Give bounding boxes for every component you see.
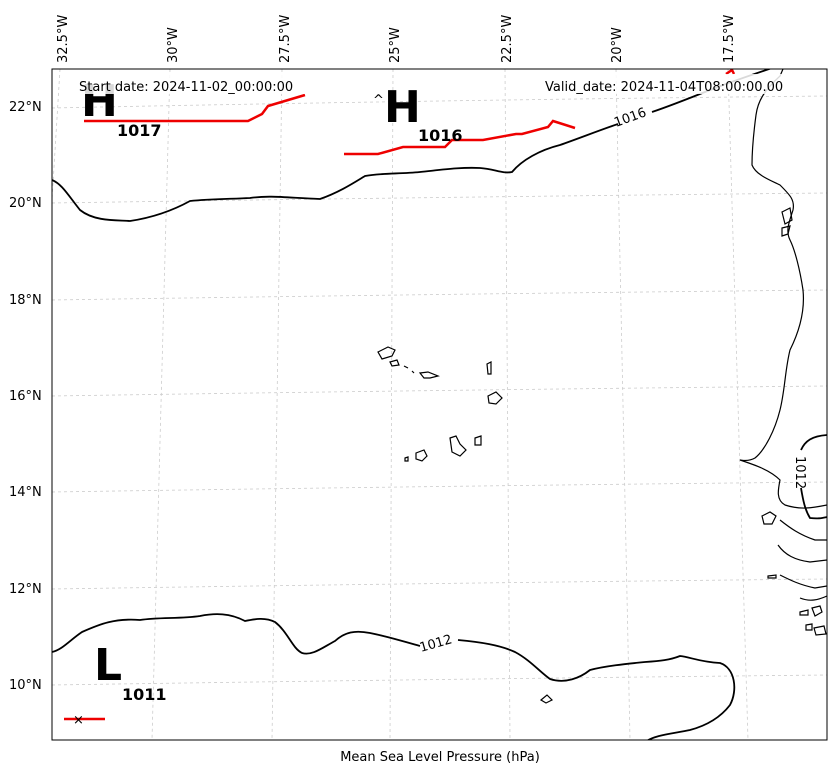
isobar-label-south: 1012	[418, 632, 454, 656]
cape-verde-sao-nicolau	[418, 371, 440, 379]
high-letter: H	[384, 82, 421, 133]
lat-label: 16°N	[9, 389, 42, 404]
high-pressure-center-west: H 1017	[81, 76, 162, 140]
cape-verde-brava	[404, 456, 409, 462]
start-date-box	[70, 74, 315, 94]
cape-verde-fogo	[415, 449, 428, 462]
start-date-label: Start date: 2024-11-02_00:00:00	[79, 80, 293, 95]
isobar-south	[52, 613, 421, 655]
cape-verde-maio	[474, 435, 482, 446]
graticule	[52, 69, 827, 740]
longitude-labels: 32.5°W 30°W 27.5°W 25°W 22.5°W 20°W 17.5…	[56, 15, 737, 63]
cape-verde-sao-vicente	[389, 359, 400, 367]
bijagos-islands	[767, 574, 827, 636]
isobar-north	[52, 123, 619, 222]
cape-verde-sal	[486, 361, 492, 375]
senegal-coast	[777, 519, 827, 601]
pressure-value: 1016	[418, 126, 463, 145]
low-letter: L	[94, 640, 122, 691]
lon-label: 25°W	[388, 27, 403, 63]
cape-verde-santa-luzia	[403, 365, 415, 374]
high-center-marker: ^	[373, 93, 384, 108]
latitude-labels: 22°N 20°N 18°N 16°N 14°N 12°N 10°N	[9, 100, 42, 693]
lon-label: 20°W	[610, 27, 625, 63]
front-line-west	[84, 93, 306, 123]
isobar-east	[800, 434, 827, 451]
isobar-south-east	[457, 639, 736, 740]
lon-label: 30°W	[166, 27, 181, 63]
lat-label: 18°N	[9, 293, 42, 308]
gambia-island	[761, 511, 777, 525]
isobar-label-north: 1016	[612, 105, 648, 130]
isobar-label-east: 1012	[792, 456, 807, 489]
isobar-east-lower	[800, 487, 827, 520]
cape-verde-santo-antao	[377, 346, 396, 360]
low-center-x-marker: ×	[73, 713, 84, 728]
high-pressure-center-central: ^ H 1016	[373, 82, 463, 145]
low-pressure-center: L 1011 ×	[64, 640, 167, 728]
map-caption: Mean Sea Level Pressure (hPa)	[340, 750, 540, 765]
map-area	[52, 69, 827, 740]
lon-label: 22.5°W	[500, 15, 515, 63]
pressure-value: 1011	[122, 685, 167, 704]
valid-date-label: Valid_date: 2024-11-04T08:00:00.00	[545, 80, 783, 95]
cape-verde-santiago	[449, 435, 467, 457]
lon-label: 27.5°W	[278, 15, 293, 63]
lat-label: 10°N	[9, 678, 42, 693]
small-islet	[539, 694, 554, 704]
lat-label: 14°N	[9, 485, 42, 500]
west-africa-coastline	[739, 69, 827, 509]
front-line-center	[344, 119, 576, 156]
pressure-value: 1017	[117, 121, 162, 140]
front-line-northeast	[725, 69, 736, 76]
lat-label: 12°N	[9, 582, 42, 597]
cape-verde-boa-vista	[487, 391, 503, 405]
lon-label: 32.5°W	[56, 15, 71, 63]
map-frame	[51, 68, 828, 741]
lat-label: 22°N	[9, 100, 42, 115]
lon-label: 17.5°W	[722, 15, 737, 63]
valid-date-box	[538, 74, 808, 94]
lat-label: 20°N	[9, 196, 42, 211]
canary-island-small	[781, 207, 793, 237]
